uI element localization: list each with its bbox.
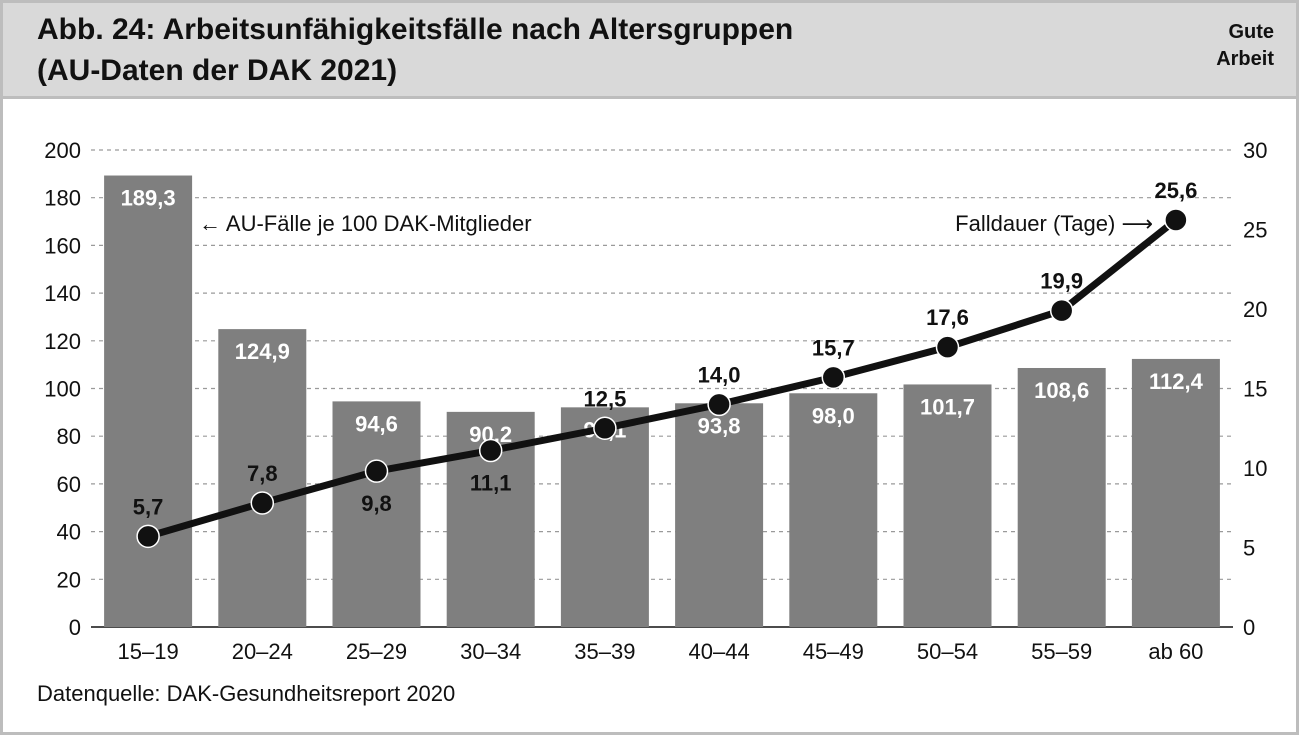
y-left-tick-label: 120	[44, 329, 81, 354]
bar	[675, 403, 764, 627]
line-point	[821, 365, 846, 390]
line-data-label: 15,7	[812, 335, 855, 360]
line-data-label: 25,6	[1154, 178, 1197, 203]
bar	[218, 329, 307, 627]
line-point	[250, 491, 275, 515]
x-tick-label: ab 60	[1148, 639, 1203, 664]
chart-plot: 0 20 40 60 80 100 120 140 160 180 200 0 5 10 15 20 25 30 1…	[44, 138, 1267, 664]
title-line-1: Abb. 24: Arbeitsunfähigkeitsfälle nach A…	[37, 13, 794, 46]
y-left-tick-label: 20	[57, 567, 81, 592]
bar	[560, 407, 649, 627]
bar-data-label: 101,7	[920, 394, 975, 419]
line-data-label: 7,8	[247, 461, 278, 486]
brand-line-1: Gute	[1228, 21, 1274, 43]
bar	[332, 401, 421, 627]
line-data-label: 9,8	[361, 491, 392, 516]
bar	[1017, 367, 1106, 627]
y-right-tick-label: 0	[1243, 615, 1255, 640]
bar	[789, 393, 878, 627]
x-tick-label: 30–34	[460, 639, 521, 664]
line-data-label: 17,6	[926, 305, 969, 330]
y-left-tick-label: 100	[44, 377, 81, 402]
title-line-2: (AU-Daten der DAK 2021)	[37, 54, 398, 87]
x-tick-label: 25–29	[346, 639, 407, 664]
line-data-label: 12,5	[583, 386, 626, 411]
bar	[903, 384, 992, 627]
y-left-tick-label: 140	[44, 281, 81, 306]
x-tick-label: 45–49	[803, 639, 864, 664]
line-data-label: 5,7	[133, 494, 164, 519]
bar	[104, 175, 193, 627]
line-data-label: 19,9	[1040, 269, 1083, 294]
line-data-label: 11,1	[470, 471, 512, 496]
bar-data-label: 108,6	[1034, 378, 1089, 403]
y-left-tick-label: 0	[69, 615, 81, 640]
y-right-tick-label: 20	[1243, 297, 1267, 322]
data-source: Datenquelle: DAK-Gesundheitsreport 2020	[37, 681, 456, 706]
y-left-tick-label: 180	[44, 186, 81, 211]
line-point	[364, 459, 389, 483]
line-point	[136, 524, 160, 549]
line-point	[707, 392, 731, 417]
y-right-tick-label: 30	[1243, 138, 1267, 163]
line-data-label: 14,0	[698, 362, 741, 387]
brand-label: Gute Arbeit	[1216, 19, 1274, 73]
annotation-bar-series: ← AU-Fälle je 100 DAK-Mitglieder	[199, 211, 532, 236]
bar-data-label: 112,4	[1149, 369, 1204, 394]
line-point	[1049, 298, 1074, 323]
bar-data-label: 98,0	[812, 403, 855, 428]
x-tick-label: 35–39	[574, 639, 635, 664]
y-left-tick-label: 40	[57, 520, 81, 545]
y-left-tick-label: 60	[57, 472, 81, 497]
y-right-tick-label: 15	[1243, 377, 1267, 402]
line-series-path	[147, 217, 1179, 540]
x-tick-label: 55–59	[1031, 639, 1092, 664]
x-tick-label: 50–54	[917, 639, 978, 664]
line-point	[1164, 208, 1188, 232]
bar-data-label: 94,6	[355, 411, 398, 436]
annotation-line-series: Falldauer (Tage) ⟶	[955, 211, 1153, 236]
line-point	[935, 335, 960, 359]
y-right-tick-label: 5	[1243, 536, 1255, 561]
x-tick-label: 20–24	[232, 639, 293, 664]
bar-data-label: 124,9	[235, 339, 290, 364]
y-left-tick-label: 160	[44, 233, 81, 258]
bar	[1131, 358, 1220, 627]
line-point	[593, 416, 617, 440]
bar-data-label: 189,3	[121, 186, 176, 211]
y-right-tick-label: 10	[1243, 456, 1267, 481]
bar-data-label: 93,8	[698, 413, 741, 438]
line-point	[478, 438, 503, 463]
y-left-tick-label: 80	[57, 424, 81, 449]
x-tick-label: 15–19	[118, 639, 179, 664]
chart-title: Abb. 24: Arbeitsunfähigkeitsfälle nach A…	[37, 9, 1117, 91]
header-bar: Abb. 24: Arbeitsunfähigkeitsfälle nach A…	[3, 3, 1296, 99]
x-tick-label: 40–44	[689, 639, 750, 664]
y-left-tick-label: 200	[44, 138, 81, 163]
y-right-tick-label: 25	[1243, 218, 1267, 243]
brand-line-2: Arbeit	[1216, 48, 1274, 70]
